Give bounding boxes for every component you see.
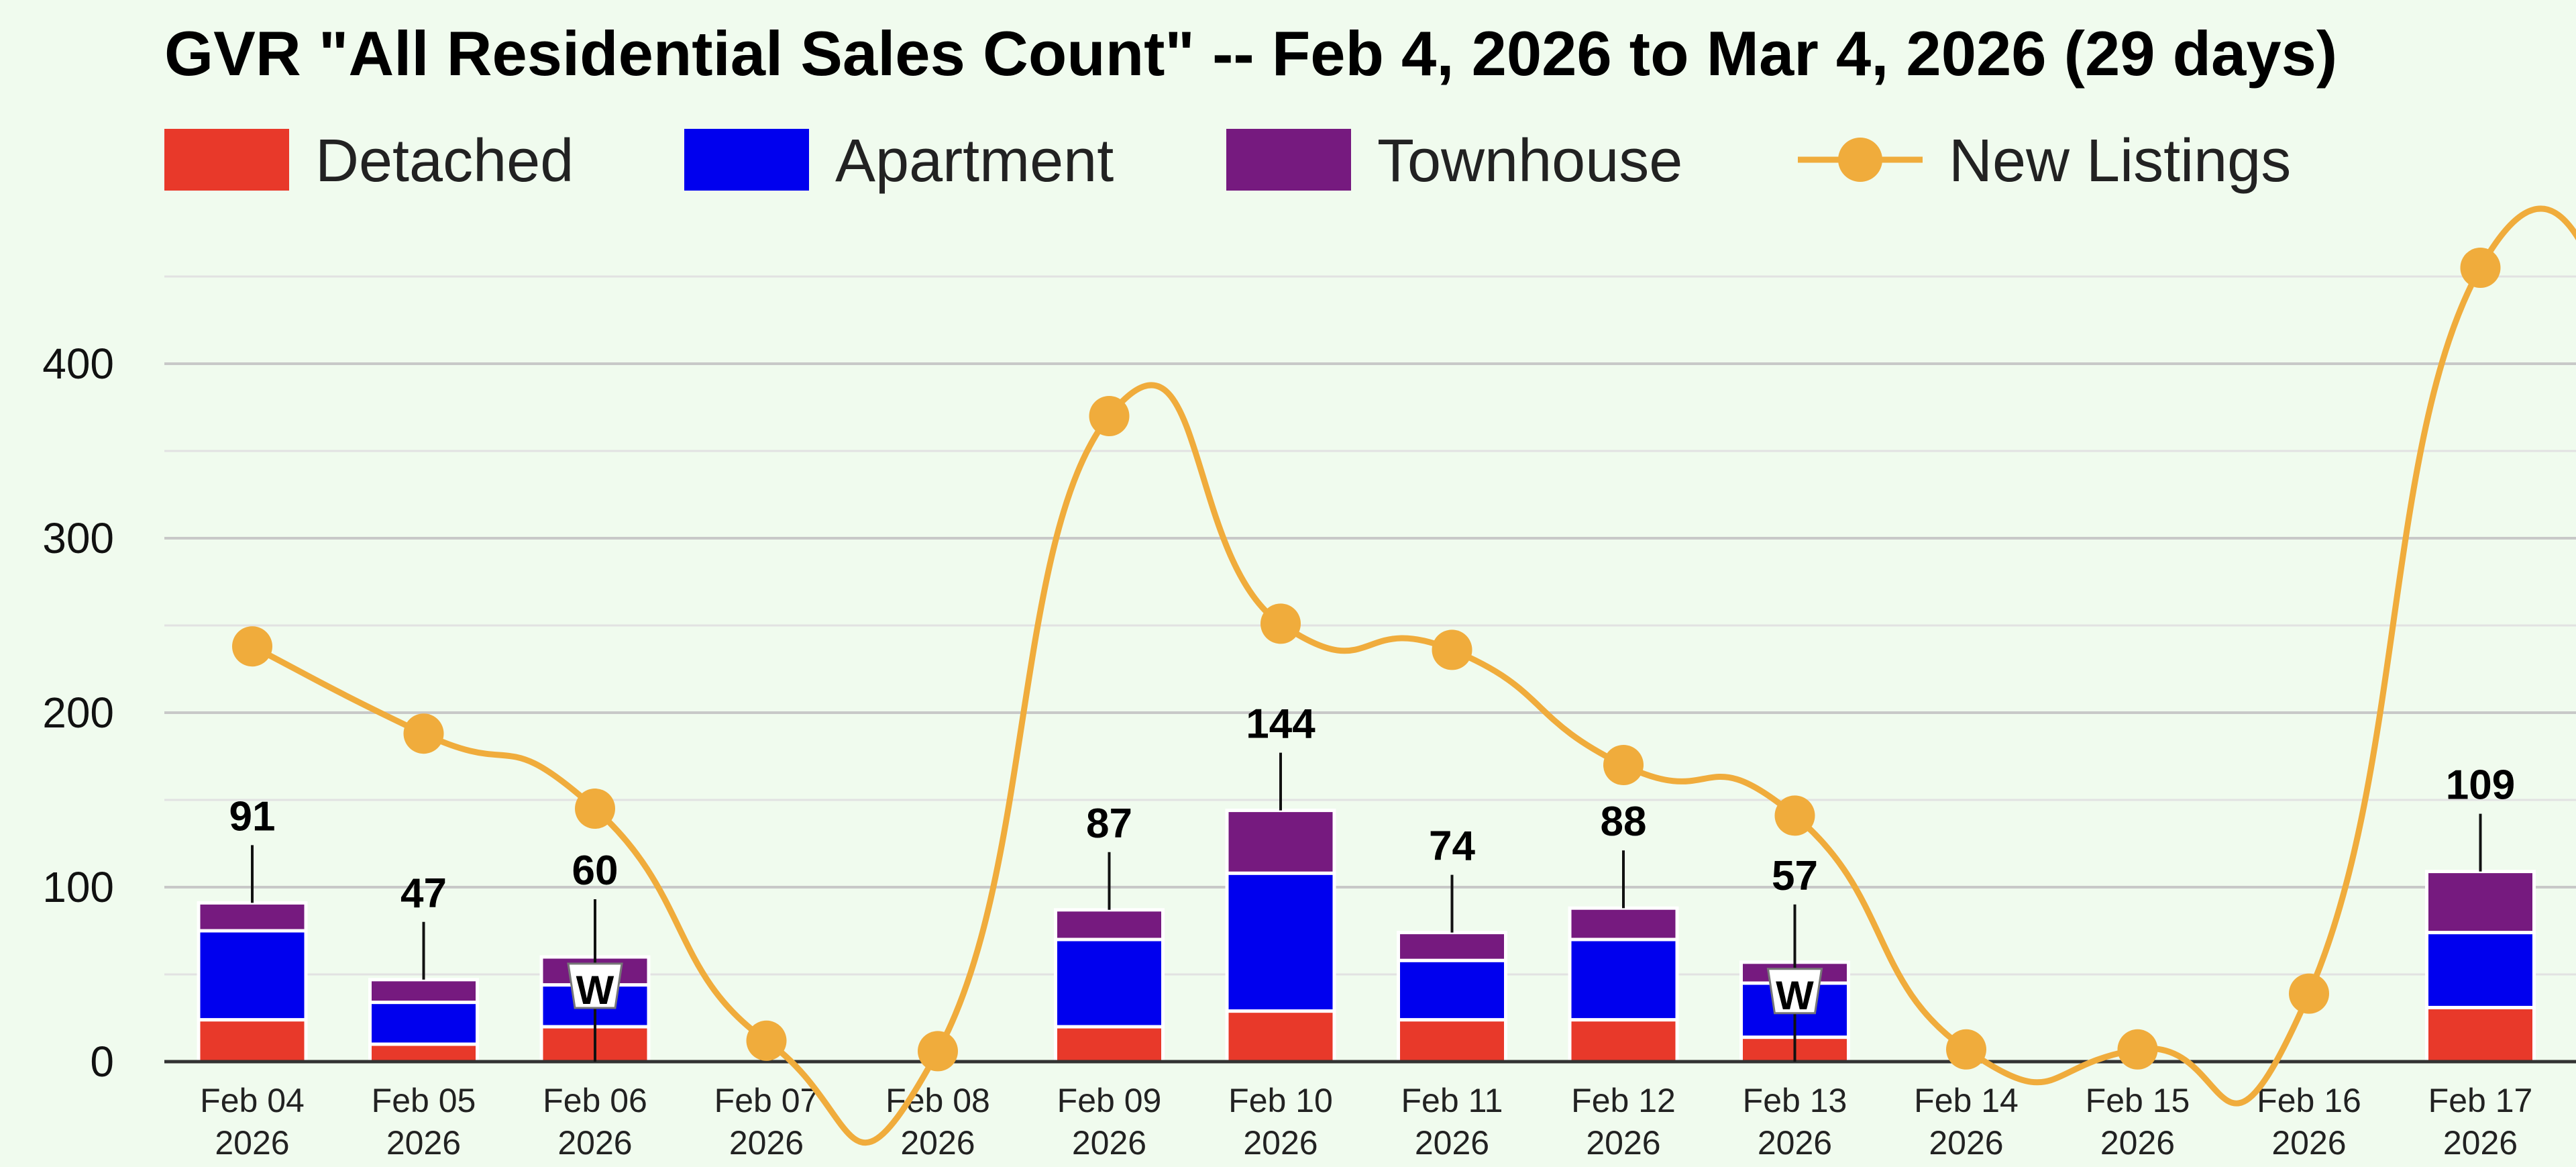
- x-tick-label: Feb 14: [1914, 1082, 2019, 1119]
- bar-total-label: 91: [229, 793, 276, 840]
- bar-total-label: 88: [1601, 799, 1647, 845]
- bar-detached: [1397, 1018, 1507, 1064]
- bars: [197, 809, 2536, 1064]
- x-axis: Feb 04 2026 Feb 05 2026 Feb 06 2026 Feb 07 2026…: [164, 1060, 2576, 1162]
- x-tick-label-year: 2026: [2100, 1124, 2175, 1162]
- legend-swatch-detached: [164, 129, 289, 191]
- bar-detached: [1225, 1009, 1336, 1064]
- legend-label-apartment: Apartment: [835, 128, 1114, 195]
- x-tick-label: Feb 09: [1057, 1082, 1162, 1119]
- bar-townhouse: [1054, 908, 1165, 942]
- bar-total-labels: 91 47 60 W 87 144 74 88 57 W 109: [229, 701, 2515, 1062]
- x-tick-label: Feb 15: [2086, 1082, 2190, 1119]
- x-tick-label-year: 2026: [2271, 1124, 2346, 1162]
- x-tick-label-year: 2026: [900, 1124, 975, 1162]
- new-listings-point: [1774, 795, 1815, 836]
- new-listings-point: [1946, 1029, 1986, 1070]
- legend-swatch-marker: [1838, 138, 1882, 182]
- bar-apartment: [1225, 871, 1336, 1013]
- x-tick-label: Feb 07: [714, 1082, 819, 1119]
- bar-apartment: [1397, 958, 1507, 1022]
- new-listings-line: [232, 205, 2576, 1146]
- y-tick-label: 200: [42, 689, 114, 737]
- legend-swatch-apartment: [684, 129, 809, 191]
- y-tick-label: 100: [42, 863, 114, 911]
- x-tick-label: Feb 16: [2257, 1082, 2361, 1119]
- bar-detached: [1054, 1025, 1165, 1064]
- x-tick-label: Feb 10: [1228, 1082, 1333, 1119]
- bar-townhouse: [197, 901, 308, 933]
- bar-townhouse: [368, 978, 479, 1005]
- x-tick-label-year: 2026: [1758, 1124, 1832, 1162]
- bar-total-label: 87: [1086, 801, 1132, 847]
- bar-total-label: 60: [572, 848, 619, 894]
- legend-label-new-listings: New Listings: [1949, 128, 2291, 195]
- bar-townhouse: [2425, 870, 2536, 935]
- bar-total-label: 74: [1429, 823, 1475, 870]
- y-tick-label: 0: [90, 1037, 114, 1086]
- legend-swatch-townhouse: [1226, 129, 1351, 191]
- x-tick-label: Feb 05: [372, 1082, 476, 1119]
- new-listings-point: [1089, 396, 1130, 436]
- w-marker-badge: [1766, 968, 1823, 1015]
- new-listings-point: [746, 1020, 787, 1061]
- new-listings-point: [2460, 248, 2501, 288]
- bar-detached: [1568, 1018, 1679, 1064]
- x-tick-label-year: 2026: [215, 1124, 289, 1162]
- bar-townhouse: [1397, 931, 1507, 962]
- bar-townhouse: [1225, 809, 1336, 875]
- bar-detached: [197, 1018, 308, 1064]
- chart-title: GVR "All Residential Sales Count" -- Feb…: [164, 18, 2337, 89]
- bar-total-label: 57: [1772, 853, 1818, 899]
- new-listings-point: [1432, 629, 1472, 670]
- x-tick-label: Feb 13: [1743, 1082, 1847, 1119]
- x-tick-label-year: 2026: [729, 1124, 804, 1162]
- legend-label-detached: Detached: [315, 128, 574, 195]
- legend-label-townhouse: Townhouse: [1377, 128, 1682, 195]
- x-tick-label-year: 2026: [2443, 1124, 2518, 1162]
- w-marker-badge: [567, 962, 623, 1009]
- new-listings-point: [2117, 1029, 2158, 1070]
- x-tick-label-year: 2026: [1072, 1124, 1146, 1162]
- w-marker-label: W: [576, 968, 614, 1013]
- bar-townhouse: [1568, 906, 1679, 942]
- bar-apartment: [1568, 937, 1679, 1022]
- x-tick-label-year: 2026: [1586, 1124, 1660, 1162]
- x-tick-label-year: 2026: [1243, 1124, 1318, 1162]
- legend: Detached Apartment Townhouse New Listings: [164, 128, 2291, 195]
- bar-total-label: 47: [400, 870, 447, 917]
- bar-apartment: [368, 1001, 479, 1046]
- x-tick-label-year: 2026: [386, 1124, 461, 1162]
- y-tick-label: 300: [42, 514, 114, 562]
- x-tick-label-year: 2026: [1929, 1124, 2003, 1162]
- new-listings-point: [232, 626, 272, 667]
- x-tick-label: Feb 11: [1401, 1082, 1503, 1119]
- y-axis: 0 100 200 300 400: [42, 340, 114, 1086]
- x-tick-label: Feb 04: [200, 1082, 305, 1119]
- y-tick-label: 400: [42, 340, 114, 388]
- x-tick-label: Feb 17: [2428, 1082, 2533, 1119]
- new-listings-point: [403, 713, 444, 754]
- w-marker-label: W: [1776, 973, 1814, 1018]
- new-listings-point: [575, 789, 615, 829]
- new-listings-point: [1603, 745, 1644, 785]
- new-listings-point: [918, 1031, 958, 1072]
- gridlines: [164, 275, 2576, 976]
- x-tick-label-year: 2026: [1415, 1124, 1489, 1162]
- new-listings-point: [2289, 973, 2329, 1014]
- bar-apartment: [1054, 937, 1165, 1029]
- x-tick-label-year: 2026: [557, 1124, 632, 1162]
- x-tick-label: Feb 06: [543, 1082, 647, 1119]
- x-tick-label: Feb 12: [1571, 1082, 1676, 1119]
- bar-total-label: 109: [2446, 762, 2515, 809]
- bar-apartment: [197, 929, 308, 1022]
- new-listings-point: [1260, 603, 1301, 644]
- bar-detached: [2425, 1005, 2536, 1064]
- bar-total-label: 144: [1246, 701, 1316, 748]
- bar-detached: [368, 1042, 479, 1064]
- bar-apartment: [2425, 931, 2536, 1009]
